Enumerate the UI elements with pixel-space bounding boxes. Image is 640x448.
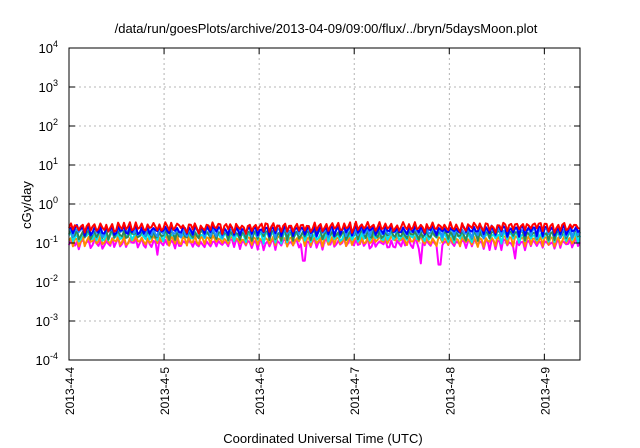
y-tick-label: 104 (39, 39, 58, 56)
y-tick-label: 103 (39, 78, 58, 95)
x-axis-label: Coordinated Universal Time (UTC) (223, 431, 422, 446)
x-tick-label: 2013-4-6 (253, 367, 267, 415)
y-tick-label: 10-4 (36, 351, 58, 368)
y-tick-label: 101 (39, 156, 58, 173)
series-group (68, 220, 581, 266)
x-tick-label: 2013-4-5 (158, 367, 172, 415)
x-tick-label: 2013-4-7 (348, 367, 362, 415)
tick-marks (68, 47, 580, 361)
y-tick-label: 100 (39, 195, 58, 212)
x-tick-label: 2013-4-4 (63, 367, 77, 415)
chart-title: /data/run/goesPlots/archive/2013-04-09/0… (115, 21, 538, 36)
y-tick-labels: 10-4 10-3 10-2 10-1 100 101 102 103 104 (36, 39, 58, 368)
x-tick-label: 2013-4-8 (443, 367, 457, 415)
y-tick-label: 10-2 (36, 273, 58, 290)
y-axis-label: cGy/day (19, 181, 34, 229)
y-tick-label: 102 (39, 117, 58, 134)
series-line (68, 220, 581, 235)
y-tick-label: 10-3 (36, 312, 58, 329)
y-tick-label: 10-1 (36, 234, 58, 251)
x-tick-label: 2013-4-9 (538, 367, 552, 415)
x-tick-labels: 2013-4-4 2013-4-5 2013-4-6 2013-4-7 2013-4-8… (63, 367, 552, 415)
grid (69, 48, 580, 360)
